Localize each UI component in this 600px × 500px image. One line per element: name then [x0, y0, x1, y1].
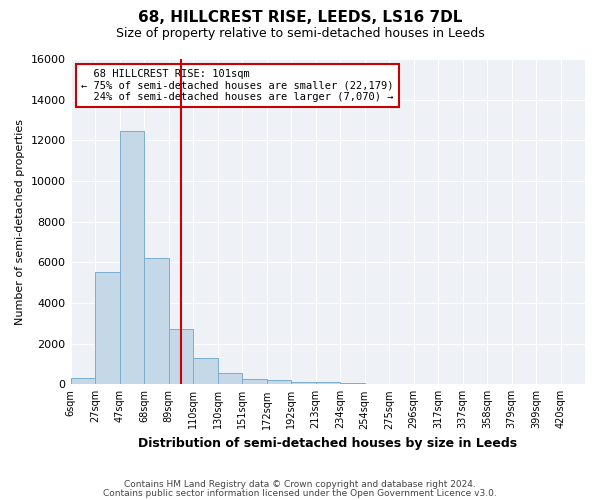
Bar — [316, 382, 340, 384]
Bar — [218, 373, 242, 384]
Bar — [95, 272, 119, 384]
Text: Size of property relative to semi-detached houses in Leeds: Size of property relative to semi-detach… — [116, 28, 484, 40]
Bar — [119, 131, 144, 384]
X-axis label: Distribution of semi-detached houses by size in Leeds: Distribution of semi-detached houses by … — [138, 437, 517, 450]
Bar — [169, 330, 193, 384]
Text: 68 HILLCREST RISE: 101sqm
← 75% of semi-detached houses are smaller (22,179)
  2: 68 HILLCREST RISE: 101sqm ← 75% of semi-… — [81, 69, 394, 102]
Bar — [144, 258, 169, 384]
Bar — [291, 382, 316, 384]
Text: 68, HILLCREST RISE, LEEDS, LS16 7DL: 68, HILLCREST RISE, LEEDS, LS16 7DL — [138, 10, 462, 25]
Text: Contains public sector information licensed under the Open Government Licence v3: Contains public sector information licen… — [103, 488, 497, 498]
Bar — [266, 380, 291, 384]
Text: Contains HM Land Registry data © Crown copyright and database right 2024.: Contains HM Land Registry data © Crown c… — [124, 480, 476, 489]
Bar — [340, 383, 365, 384]
Bar — [242, 378, 266, 384]
Y-axis label: Number of semi-detached properties: Number of semi-detached properties — [15, 118, 25, 324]
Bar — [193, 358, 218, 384]
Bar — [71, 378, 95, 384]
